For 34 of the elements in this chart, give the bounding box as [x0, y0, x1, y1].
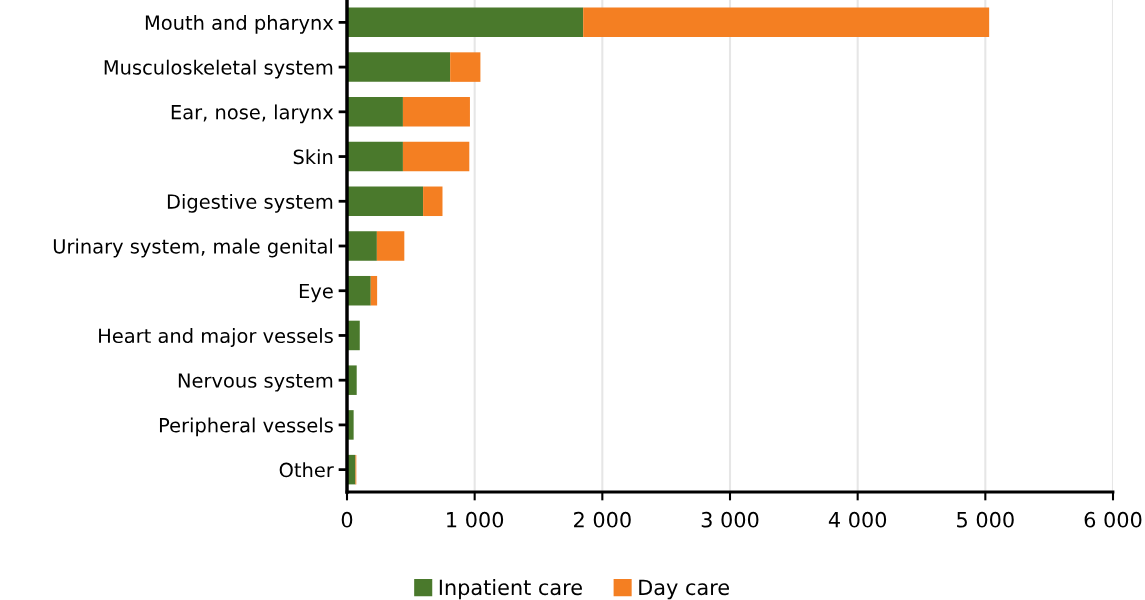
bar [402, 141, 470, 172]
bar [423, 186, 443, 217]
y-tick-label: Other [279, 462, 334, 478]
bar [347, 141, 403, 172]
bar [402, 97, 470, 127]
y-tick-label: Urinary system, male genital [53, 238, 332, 258]
y-tick-label: Skin [293, 149, 333, 165]
legend-label: Inpatient care [439, 579, 582, 600]
bar [347, 7, 584, 38]
bar [347, 97, 403, 127]
bar [370, 275, 378, 306]
y-tick-label: Ear, nose, larynx [171, 104, 334, 124]
y-tick-label: Nervous system [178, 373, 333, 392]
x-tick-label: 3 000 [701, 511, 759, 528]
bar [347, 275, 371, 306]
x-tick-label: 5 000 [957, 511, 1014, 528]
y-tick-label: Eye [299, 283, 333, 303]
y-tick-label: Musculoskeletal system [104, 59, 333, 79]
y-tick-label: Digestive system [167, 193, 333, 213]
y-tick-label: Mouth and pharynx [145, 14, 334, 34]
x-tick-label: 0 [341, 511, 353, 528]
bar [583, 7, 990, 38]
bar [347, 52, 451, 82]
legend-label: Day care [639, 579, 729, 600]
y-tick-label: Peripheral vessels [159, 417, 333, 437]
bar [376, 231, 405, 261]
x-tick-label: 6 000 [1084, 511, 1142, 528]
x-tick-label: 2 000 [574, 511, 631, 528]
bar [347, 186, 424, 217]
x-tick-label: 1 000 [447, 511, 504, 528]
y-tick-label: Heart and major vessels [99, 328, 333, 347]
x-tick-label: 4 000 [828, 511, 887, 528]
bar [347, 231, 377, 261]
bar [450, 52, 481, 82]
